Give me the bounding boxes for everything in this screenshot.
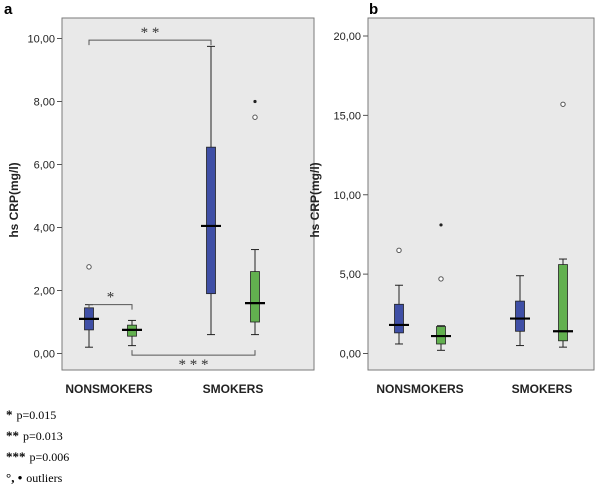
box-series-2-smokers bbox=[553, 101, 573, 348]
panel-a: a hs CRP(mg/l) 0,00 2,00 4,00 6,00 8,00 10,00… bbox=[4, 1, 315, 396]
y-axis-title-b: hs CRP(mg/l) bbox=[308, 162, 322, 237]
legend-text: p=0.015 bbox=[16, 408, 57, 422]
box-body bbox=[394, 303, 404, 334]
legend-symbol: ** bbox=[6, 428, 19, 443]
legend-symbol: °, • bbox=[6, 470, 23, 485]
outlier-circle bbox=[396, 247, 402, 254]
y-tick-label: 2,00 bbox=[34, 286, 55, 298]
legend-text: p=0.013 bbox=[23, 429, 63, 443]
box-series-2-nonsmokers bbox=[431, 223, 451, 351]
box-series-1-smokers bbox=[201, 45, 221, 336]
box-body bbox=[250, 271, 260, 323]
legend-symbol: * bbox=[6, 407, 13, 422]
box-body bbox=[558, 264, 568, 342]
legend-row: °, • outliers bbox=[6, 467, 69, 488]
plot-area-b bbox=[367, 17, 595, 371]
box-body bbox=[206, 146, 216, 295]
box-series-1-smokers bbox=[510, 275, 530, 347]
y-tick-label: 10,00 bbox=[333, 190, 361, 202]
outlier-circle bbox=[86, 264, 92, 270]
y-tick-label: 20,00 bbox=[333, 31, 361, 43]
legend-text: p=0.006 bbox=[29, 450, 70, 464]
panel-letter-b: b bbox=[369, 1, 378, 18]
panel-b: b hs CRP(mg/l) 0,00 5,00 10,00 15,00 20,00 N… bbox=[308, 1, 595, 396]
y-tick-label: 0,00 bbox=[34, 349, 55, 361]
category-label-a-nonsmokers: NONSMOKERS bbox=[65, 382, 152, 396]
legend-row: ** p=0.013 bbox=[6, 425, 69, 446]
y-tick-label: 10,00 bbox=[27, 34, 55, 46]
box-body bbox=[515, 300, 525, 332]
significance-bracket bbox=[88, 304, 133, 310]
y-tick-label: 5,00 bbox=[340, 269, 361, 281]
significance-label: * bbox=[107, 290, 115, 306]
significance-label: * * * bbox=[179, 357, 209, 373]
significance-brackets-a: * * * * * * bbox=[88, 25, 256, 373]
y-tick-label: 6,00 bbox=[34, 160, 55, 172]
category-label-a-smokers: SMOKERS bbox=[203, 382, 264, 396]
outlier-star bbox=[439, 223, 443, 227]
box-series-1-nonsmokers bbox=[389, 247, 409, 345]
y-tick-label: 0,00 bbox=[340, 349, 361, 361]
panel-letter-a: a bbox=[4, 1, 13, 18]
significance-label: * * bbox=[141, 25, 160, 41]
outlier-circle bbox=[560, 101, 566, 107]
legend-row: *** p=0.006 bbox=[6, 446, 69, 467]
y-tick-label: 15,00 bbox=[333, 110, 361, 122]
outlier-star bbox=[253, 99, 257, 104]
y-ticks-a: 0,00 2,00 4,00 6,00 8,00 10,00 bbox=[27, 34, 62, 361]
significance-bracket bbox=[131, 350, 256, 356]
y-tick-label: 4,00 bbox=[34, 223, 55, 235]
outlier-circle bbox=[252, 114, 258, 120]
box-marks-b bbox=[389, 101, 573, 351]
category-label-b-smokers: SMOKERS bbox=[512, 382, 573, 396]
significance-bracket bbox=[88, 39, 212, 46]
category-label-b-nonsmokers: NONSMOKERS bbox=[376, 382, 463, 396]
y-axis-title-a: hs CRP(mg/l) bbox=[7, 162, 21, 237]
legend-text: outliers bbox=[26, 471, 63, 485]
y-tick-label: 8,00 bbox=[34, 97, 55, 109]
y-ticks-b: 0,00 5,00 10,00 15,00 20,00 bbox=[333, 31, 368, 361]
box-series-2-nonsmokers bbox=[122, 319, 142, 347]
legend-row: * p=0.015 bbox=[6, 404, 69, 425]
significance-legend: * p=0.015 ** p=0.013 *** p=0.006 °, • outlie… bbox=[6, 404, 69, 488]
outlier-circle bbox=[438, 276, 444, 282]
box-series-2-smokers bbox=[245, 99, 265, 336]
plot-area-a bbox=[61, 17, 315, 371]
legend-symbol: *** bbox=[6, 449, 26, 464]
